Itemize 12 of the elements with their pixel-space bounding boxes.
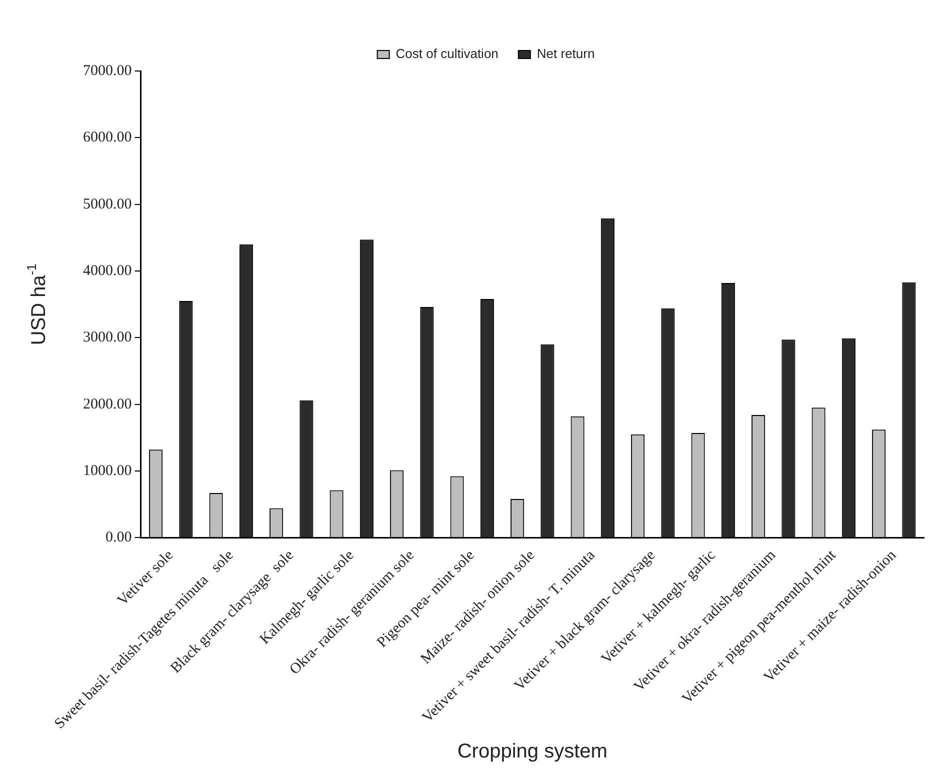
y-tick-label: 4000.00 <box>83 262 132 279</box>
y-tick-label: 3000.00 <box>83 330 132 346</box>
y-tick-label: 1000.00 <box>83 462 132 479</box>
x-axis-title: Cropping system <box>457 740 608 763</box>
y-tick-label: 7000.00 <box>83 62 132 79</box>
y-tick-label: 5000.00 <box>83 196 132 212</box>
y-tick-label: 0.00 <box>106 530 132 546</box>
legend-label: Cost of cultivation <box>396 46 498 62</box>
y-axis-title: USD ha-1 <box>24 264 50 346</box>
y-tick-label: 6000.00 <box>83 130 132 146</box>
legend-label: Net return <box>536 46 595 62</box>
y-tick-label: 2000.00 <box>83 396 132 412</box>
